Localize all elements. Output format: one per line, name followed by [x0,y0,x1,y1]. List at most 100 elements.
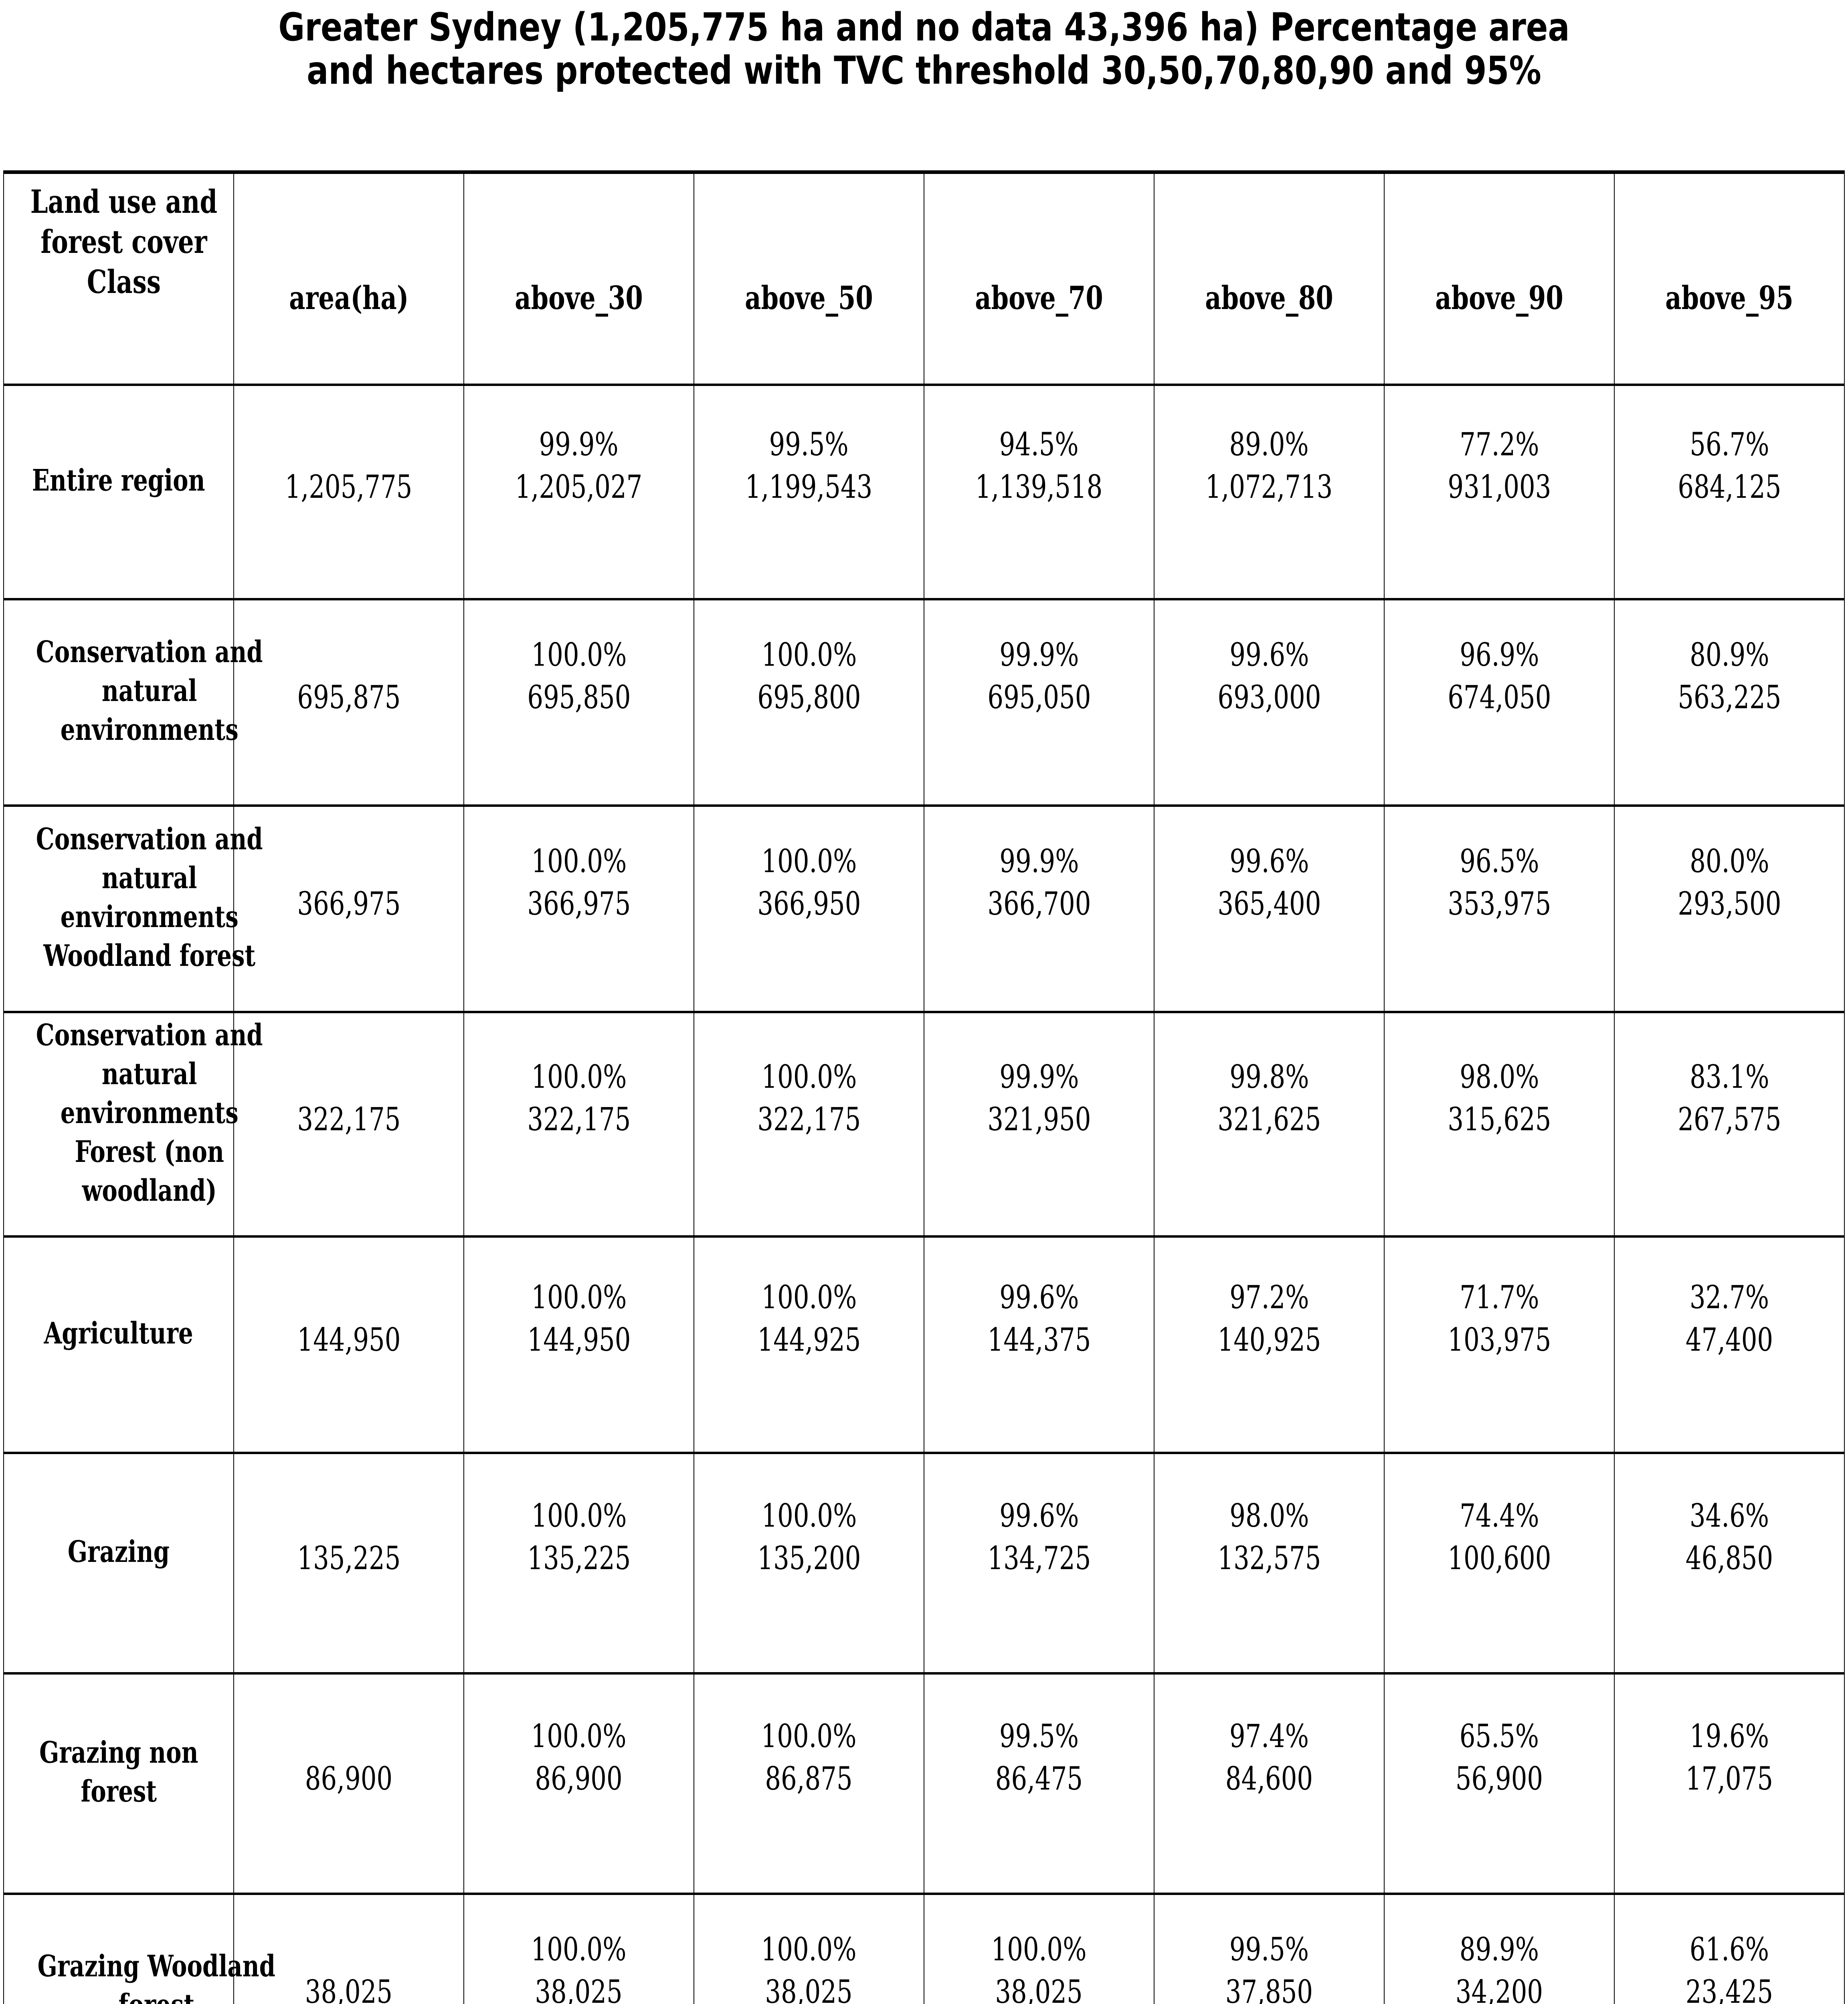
percent-line: 99.6% [1229,636,1309,673]
hectares-line: 37,850 [1225,1973,1313,2004]
hectares-line: 321,950 [987,1100,1091,1138]
above-50-cell: 100.0% 695,800 [694,598,924,806]
above-90-cell: 74.4% 100,600 [1384,1452,1615,1674]
above-80-cell: 98.0% 132,575 [1154,1452,1385,1674]
table-row: Conservation and natural environments 69… [3,598,1845,806]
col-header-area-ha: area(ha) [233,172,464,385]
hectares-line: 17,075 [1685,1760,1773,1797]
hectares-line: 1,205,775 [285,468,412,505]
land-use-class-label: Conservation and natural environments Fo… [36,1018,263,1208]
percent-line: 65.5% [1459,1717,1539,1755]
percent-line: 100.0% [531,1497,627,1534]
above-30-cell: 100.0% 366,975 [463,805,694,1012]
col-header-above-90: above_90 [1384,172,1615,385]
hectares-line: 315,625 [1447,1100,1551,1138]
hectares-line: 353,975 [1447,885,1551,922]
percent-line: 96.9% [1459,636,1539,673]
col-header-above-95: above_95 [1614,172,1845,385]
hectares-line: 366,975 [527,885,631,922]
above-50-cell: 99.5% 1,199,543 [694,384,924,600]
percent-line: 99.9% [999,842,1079,880]
hectares-line: 86,900 [305,1760,393,1797]
percent-line [305,1715,392,1758]
percent-line: 77.2% [1459,426,1539,463]
page-title: Greater Sydney (1,205,775 ha and no data… [0,6,1848,93]
hectares-line: 103,975 [1447,1321,1551,1358]
table-row: Entire region 1,205,775 99.9% 1,205,027 9… [3,384,1845,600]
above-90-cell: 89.9% 34,200 [1384,1893,1615,2004]
above-80-cell: 97.4% 84,600 [1154,1673,1385,1894]
above-70-cell: 99.9% 366,700 [924,805,1154,1012]
above-95-cell: 80.9% 563,225 [1614,598,1845,806]
land-use-class-cell: Entire region [3,384,234,600]
table-row: Conservation and natural environments Wo… [3,805,1845,1012]
hectares-line: 144,950 [297,1321,401,1358]
percent-line [297,1276,400,1319]
above-90-cell: 98.0% 315,625 [1384,1011,1615,1237]
above-30-cell: 100.0% 144,950 [463,1236,694,1453]
above-70-cell: 99.5% 86,475 [924,1673,1154,1894]
hectares-line: 695,800 [757,679,861,716]
percent-line [297,840,400,883]
hectares-line: 322,175 [297,1100,401,1138]
hectares-line: 695,050 [987,679,1091,716]
hectares-line: 322,175 [757,1100,861,1138]
hectares-line: 1,199,543 [745,468,873,505]
land-use-class-cell: Conservation and natural environments [3,598,263,806]
percent-line: 74.4% [1459,1497,1539,1534]
hectares-line: 322,175 [527,1100,631,1138]
hectares-line: 1,072,713 [1205,468,1333,505]
land-use-class-cell: Grazing Woodland forest [3,1893,275,2004]
percent-line: 97.4% [1229,1717,1309,1755]
above-90-cell: 77.2% 931,003 [1384,384,1615,600]
above-95-cell: 56.7% 684,125 [1614,384,1845,600]
percent-line: 100.0% [531,1278,627,1316]
percent-line: 100.0% [761,1931,857,1968]
percent-line [297,634,400,676]
percent-line: 80.9% [1689,636,1769,673]
above-30-cell: 100.0% 322,175 [463,1011,694,1237]
hectares-line: 931,003 [1447,468,1551,505]
percent-line: 99.8% [1229,1058,1309,1095]
above-95-cell: 80.0% 293,500 [1614,805,1845,1012]
percent-line: 100.0% [531,1717,627,1755]
percent-line [285,423,412,466]
percent-line: 83.1% [1689,1058,1769,1095]
above-80-cell: 99.8% 321,625 [1154,1011,1385,1237]
hectares-line: 695,875 [297,679,401,716]
land-use-class-label: Grazing Woodland forest [37,1949,276,2004]
hectares-line: 135,200 [757,1539,861,1577]
percent-line: 100.0% [531,636,627,673]
percent-line: 71.7% [1459,1278,1539,1316]
percent-line: 99.6% [1229,842,1309,880]
hectares-line: 134,725 [987,1539,1091,1577]
percent-line: 19.6% [1689,1717,1769,1755]
percent-line: 32.7% [1689,1278,1769,1316]
land-use-class-label: Agriculture [44,1316,194,1351]
land-use-class-label: Grazing [67,1534,170,1569]
percent-line: 100.0% [531,1058,627,1095]
hectares-line: 140,925 [1217,1321,1321,1358]
percent-line: 99.9% [539,426,619,463]
col-header-land-use-class: Land use and forest cover Class [3,172,234,385]
hectares-line: 144,925 [757,1321,861,1358]
hectares-line: 56,900 [1455,1760,1543,1797]
area-ha-cell: 135,225 [233,1452,464,1674]
hectares-line: 100,600 [1447,1539,1551,1577]
hectares-line: 366,975 [297,885,401,922]
hectares-line: 135,225 [527,1539,631,1577]
percent-line: 100.0% [761,842,857,880]
hectares-line: 365,400 [1217,885,1321,922]
above-50-cell: 100.0% 366,950 [694,805,924,1012]
land-use-class-cell: Grazing [3,1452,234,1674]
percent-line: 99.6% [999,1278,1079,1316]
hectares-line: 84,600 [1225,1760,1313,1797]
percent-line: 99.5% [1229,1931,1309,1968]
hectares-line: 1,205,027 [515,468,643,505]
above-50-cell: 100.0% 86,875 [694,1673,924,1894]
above-50-cell: 100.0% 135,200 [694,1452,924,1674]
table-row: Conservation and natural environments Fo… [3,1011,1845,1237]
above-90-cell: 71.7% 103,975 [1384,1236,1615,1453]
above-70-cell: 99.6% 134,725 [924,1452,1154,1674]
hectares-line: 293,500 [1677,885,1781,922]
